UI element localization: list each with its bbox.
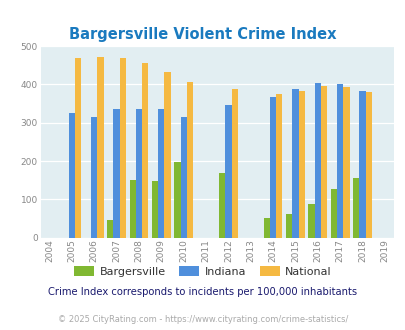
Bar (113, 109, 119, 238)
Bar (119, 58, 126, 238)
Bar (314, 82, 320, 238)
Bar (320, 86, 326, 238)
Bar (358, 91, 365, 238)
Bar (286, 214, 292, 238)
Bar (336, 84, 343, 238)
Bar (330, 189, 336, 238)
Bar (292, 89, 298, 238)
Bar (365, 92, 371, 238)
Bar (352, 178, 358, 238)
Bar (275, 94, 282, 238)
Bar (186, 82, 193, 238)
Bar (68, 113, 75, 238)
Bar (174, 162, 180, 238)
Bar (343, 87, 349, 238)
Bar (231, 89, 237, 238)
Bar (263, 218, 269, 238)
Bar (218, 173, 225, 238)
Bar (158, 109, 164, 238)
Bar (308, 204, 314, 238)
Bar (164, 72, 170, 238)
Bar (180, 117, 186, 238)
Bar (151, 181, 158, 238)
Bar (75, 58, 81, 238)
Bar (129, 180, 136, 238)
Text: Bargersville Violent Crime Index: Bargersville Violent Crime Index (69, 27, 336, 42)
Bar (225, 105, 231, 238)
Bar (91, 117, 97, 238)
Bar (269, 97, 275, 238)
Bar (142, 63, 148, 238)
Text: © 2025 CityRating.com - https://www.cityrating.com/crime-statistics/: © 2025 CityRating.com - https://www.city… (58, 315, 347, 324)
Legend: Bargersville, Indiana, National: Bargersville, Indiana, National (70, 261, 335, 281)
Bar (136, 109, 142, 238)
Text: Crime Index corresponds to incidents per 100,000 inhabitants: Crime Index corresponds to incidents per… (48, 287, 357, 297)
Bar (107, 220, 113, 238)
Bar (97, 56, 103, 238)
Bar (298, 91, 304, 238)
